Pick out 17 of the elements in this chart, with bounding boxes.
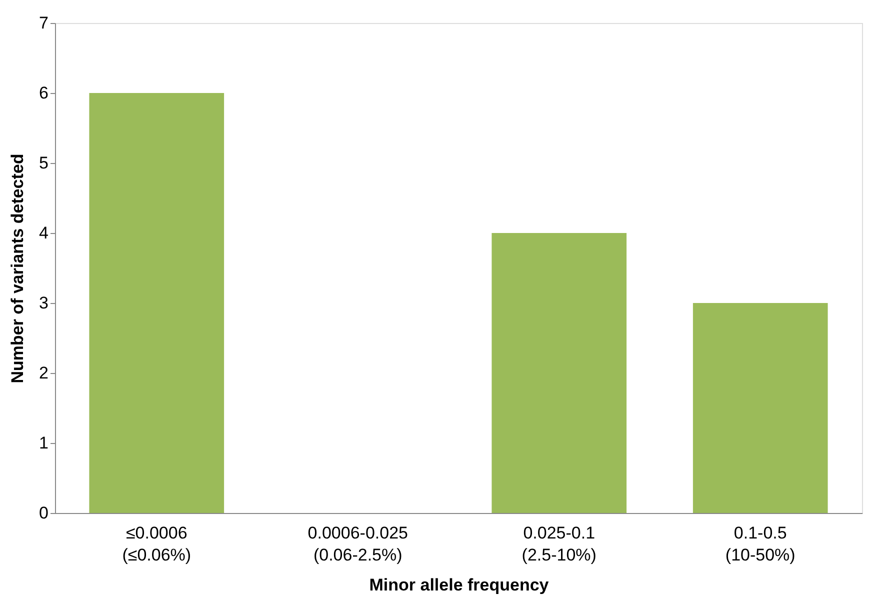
x-tick-label: 0.025-0.1 (2.5-10%) xyxy=(522,524,596,564)
y-tick-label: 6 xyxy=(39,84,48,102)
y-axis-title: Number of variants detected xyxy=(8,154,28,384)
y-tick-label: 4 xyxy=(39,224,48,242)
y-tick-label: 5 xyxy=(39,154,48,172)
x-axis-title: Minor allele frequency xyxy=(369,576,550,594)
x-tick-label: ≤0.0006 (≤0.06%) xyxy=(122,524,192,564)
y-tick-label: 0 xyxy=(39,504,48,522)
x-tick-label: 0.1-0.5 (10-50%) xyxy=(725,524,796,564)
y-tick-label: 2 xyxy=(39,364,48,382)
y-tick-label: 3 xyxy=(39,294,48,312)
y-tick-label: 1 xyxy=(39,434,48,452)
bar xyxy=(692,303,828,513)
x-tick-label: 0.0006-0.025 (0.06-2.5%) xyxy=(308,524,408,564)
bar xyxy=(492,233,627,513)
y-tick-label: 7 xyxy=(39,14,48,32)
bar xyxy=(89,93,224,513)
